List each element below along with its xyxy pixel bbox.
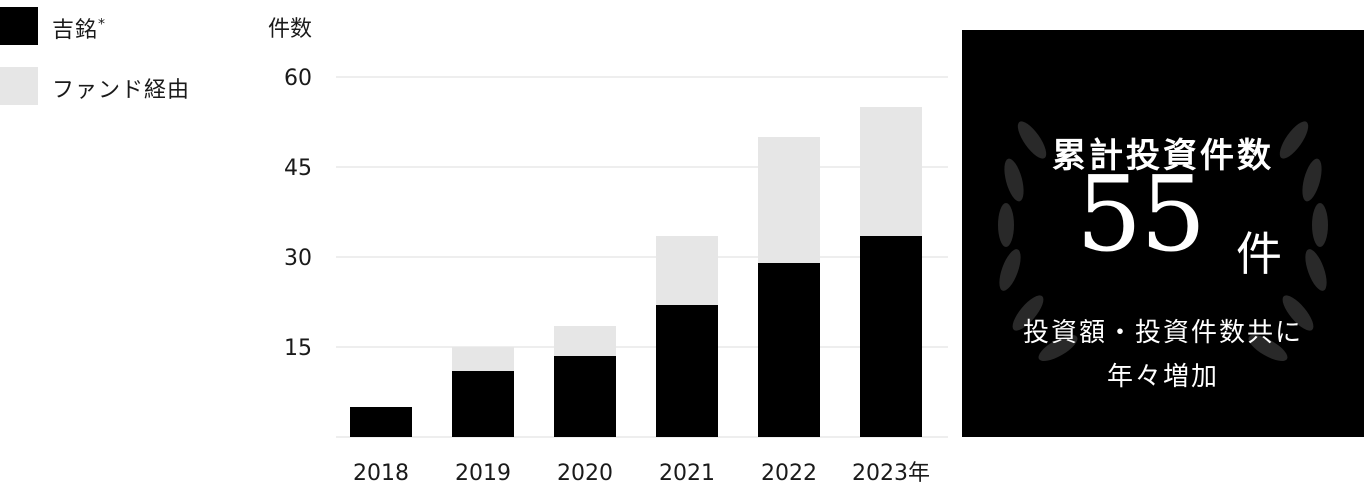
- x-tick-label: 2019: [455, 461, 511, 486]
- bar-fund-5: [860, 107, 922, 236]
- bar-own-0: [350, 407, 412, 437]
- summary-panel: 累計投資件数: [962, 30, 1364, 437]
- x-tick-label: 2023年: [852, 461, 930, 486]
- legend-label-own: 吉銘*: [52, 12, 106, 44]
- y-tick-label: 30: [284, 246, 312, 271]
- bar-fund-1: [452, 347, 514, 371]
- summary-note-line1: 投資額・投資件数共に: [1022, 318, 1303, 348]
- y-tick-label: 60: [284, 66, 312, 91]
- bar-own-3: [656, 305, 718, 437]
- summary-unit: 件: [1236, 227, 1282, 281]
- y-axis-label: 件数: [268, 17, 312, 42]
- bar-fund-2: [554, 326, 616, 356]
- legend-footnote-marker: *: [98, 16, 107, 33]
- x-tick-label: 2018: [353, 461, 409, 486]
- legend-swatch-fund: [0, 67, 38, 105]
- bar-fund-3: [656, 236, 718, 305]
- bar-own-1: [452, 371, 514, 437]
- y-tick-label: 15: [284, 336, 312, 361]
- summary-note-line2: 年々増加: [1106, 362, 1219, 392]
- bar-own-2: [554, 356, 616, 437]
- bar-own-5: [860, 236, 922, 437]
- y-tick-label: 45: [284, 156, 312, 181]
- x-tick-label: 2021: [659, 461, 715, 486]
- legend-label-own-text: 吉銘: [52, 18, 99, 43]
- bar-fund-4: [758, 137, 820, 263]
- laurel-wreath-icon: [998, 121, 1328, 361]
- legend-label-fund: ファンド経由: [52, 78, 191, 103]
- legend-swatch-own: [0, 7, 38, 45]
- summary-title: 累計投資件数: [1052, 136, 1274, 176]
- summary-count: 55: [1076, 153, 1206, 275]
- bar-own-4: [758, 263, 820, 437]
- x-tick-label: 2020: [557, 461, 613, 486]
- stacked-bar-chart: 15 30 45 60 件数 2018 2019 2020 2021 2022 2023年: [268, 17, 948, 486]
- x-tick-label: 2022: [761, 461, 817, 486]
